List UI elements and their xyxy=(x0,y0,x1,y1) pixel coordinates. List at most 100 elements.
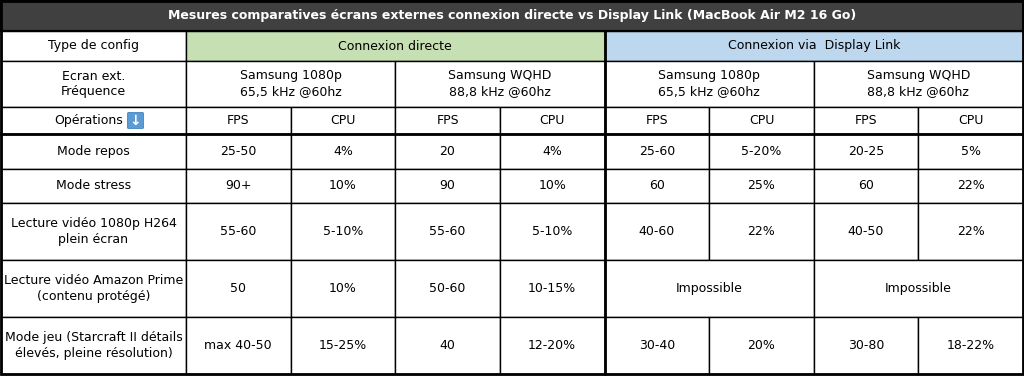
Bar xyxy=(395,61,604,107)
Text: Mode repos: Mode repos xyxy=(57,145,130,158)
Bar xyxy=(604,260,814,317)
Bar xyxy=(919,203,1023,260)
Text: CPU: CPU xyxy=(331,114,355,127)
Bar xyxy=(814,134,919,168)
Text: 25-60: 25-60 xyxy=(639,145,675,158)
Text: 30-80: 30-80 xyxy=(848,339,885,352)
Bar xyxy=(710,134,814,168)
Bar xyxy=(291,260,395,317)
Text: 18-22%: 18-22% xyxy=(946,339,994,352)
Bar xyxy=(291,107,395,134)
Text: 10%: 10% xyxy=(329,282,357,295)
Bar xyxy=(604,168,710,203)
Text: ↓: ↓ xyxy=(130,114,141,128)
Text: 50: 50 xyxy=(230,282,247,295)
Bar xyxy=(710,317,814,374)
Bar xyxy=(710,107,814,134)
Text: CPU: CPU xyxy=(540,114,565,127)
Text: 60: 60 xyxy=(649,179,665,192)
Text: FPS: FPS xyxy=(645,114,668,127)
Text: Opérations: Opérations xyxy=(54,114,123,127)
Text: 50-60: 50-60 xyxy=(429,282,466,295)
Text: Mode jeu (Starcraft II détails
élevés, pleine résolution): Mode jeu (Starcraft II détails élevés, p… xyxy=(5,331,182,360)
Text: Impossible: Impossible xyxy=(676,282,742,295)
Text: 12-20%: 12-20% xyxy=(528,339,577,352)
Bar xyxy=(500,260,604,317)
Bar xyxy=(395,203,500,260)
Text: 20-25: 20-25 xyxy=(848,145,884,158)
Bar xyxy=(814,317,919,374)
Bar xyxy=(814,260,1023,317)
Bar xyxy=(186,31,604,61)
Bar xyxy=(395,260,500,317)
Text: CPU: CPU xyxy=(749,114,774,127)
Text: Lecture vidéo 1080p H264
plein écran: Lecture vidéo 1080p H264 plein écran xyxy=(10,217,176,246)
Text: Mesures comparatives écrans externes connexion directe vs Display Link (MacBook : Mesures comparatives écrans externes con… xyxy=(168,9,856,23)
Text: 10%: 10% xyxy=(539,179,566,192)
Bar xyxy=(395,168,500,203)
Bar xyxy=(1,107,186,134)
Bar xyxy=(1,61,186,107)
Text: 22%: 22% xyxy=(748,225,775,238)
Text: 5-20%: 5-20% xyxy=(741,145,781,158)
Bar xyxy=(919,317,1023,374)
Bar xyxy=(604,134,710,168)
Text: 4%: 4% xyxy=(333,145,353,158)
Text: CPU: CPU xyxy=(958,114,983,127)
Text: FPS: FPS xyxy=(855,114,878,127)
Bar xyxy=(604,61,814,107)
Bar xyxy=(500,203,604,260)
Text: 90+: 90+ xyxy=(225,179,252,192)
Text: 15-25%: 15-25% xyxy=(318,339,367,352)
Bar xyxy=(1,134,186,168)
FancyBboxPatch shape xyxy=(128,112,143,129)
Bar xyxy=(604,317,710,374)
Bar xyxy=(500,134,604,168)
Bar xyxy=(500,107,604,134)
Bar xyxy=(186,168,291,203)
Text: 55-60: 55-60 xyxy=(220,225,256,238)
Bar xyxy=(1,31,186,61)
Bar xyxy=(814,61,1023,107)
Bar xyxy=(1,1,1023,31)
Bar xyxy=(291,134,395,168)
Bar xyxy=(395,134,500,168)
Bar xyxy=(500,168,604,203)
Text: 20%: 20% xyxy=(748,339,775,352)
Bar xyxy=(186,203,291,260)
Text: 5%: 5% xyxy=(961,145,981,158)
Text: 40: 40 xyxy=(439,339,456,352)
Text: Connexion directe: Connexion directe xyxy=(338,39,453,53)
Text: Samsung WQHD
88,8 kHz @60hz: Samsung WQHD 88,8 kHz @60hz xyxy=(449,70,552,99)
Bar xyxy=(186,61,395,107)
Text: 4%: 4% xyxy=(543,145,562,158)
Bar xyxy=(814,203,919,260)
Text: 22%: 22% xyxy=(956,179,984,192)
Bar xyxy=(604,31,1023,61)
Bar xyxy=(291,317,395,374)
Text: max 40-50: max 40-50 xyxy=(205,339,272,352)
Bar xyxy=(919,168,1023,203)
Bar xyxy=(814,107,919,134)
Bar xyxy=(814,168,919,203)
Text: 55-60: 55-60 xyxy=(429,225,466,238)
Text: Mode stress: Mode stress xyxy=(56,179,131,192)
Bar xyxy=(186,107,291,134)
Text: 60: 60 xyxy=(858,179,874,192)
Text: 40-60: 40-60 xyxy=(639,225,675,238)
Bar xyxy=(604,203,710,260)
Text: Impossible: Impossible xyxy=(885,282,952,295)
Bar xyxy=(1,317,186,374)
Text: Samsung 1080p
65,5 kHz @60hz: Samsung 1080p 65,5 kHz @60hz xyxy=(240,70,342,99)
Bar xyxy=(186,260,291,317)
Bar xyxy=(919,134,1023,168)
Bar xyxy=(395,317,500,374)
Bar xyxy=(1,168,186,203)
Text: 20: 20 xyxy=(439,145,456,158)
Bar xyxy=(395,107,500,134)
Bar xyxy=(186,134,291,168)
Bar xyxy=(710,168,814,203)
Text: 5-10%: 5-10% xyxy=(532,225,572,238)
Bar xyxy=(186,317,291,374)
Text: Lecture vidéo Amazon Prime
(contenu protégé): Lecture vidéo Amazon Prime (contenu prot… xyxy=(4,274,183,303)
